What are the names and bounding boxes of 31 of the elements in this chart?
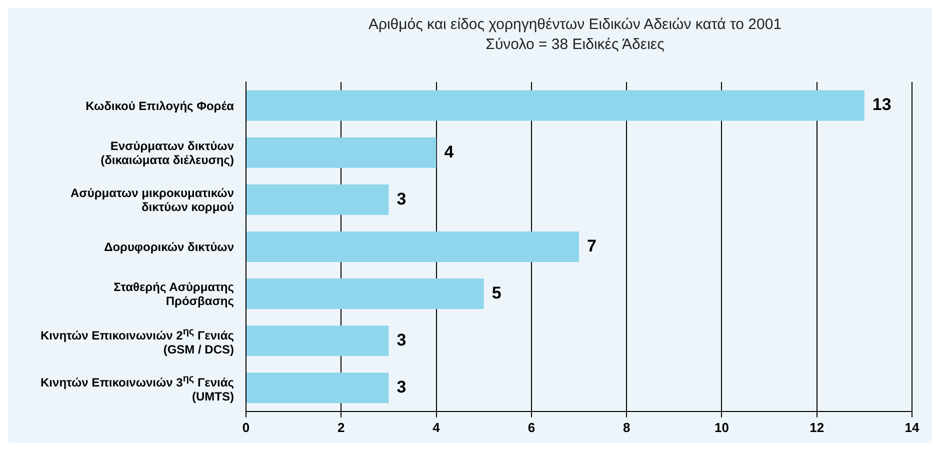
bar <box>246 372 389 404</box>
x-tick-label: 4 <box>432 420 441 435</box>
x-tick-label: 10 <box>714 420 729 435</box>
y-tick-label: Κινητών Επικοινωνιών 2$^{ης}$ Γενιάς (GSM / DCS) <box>40 325 234 356</box>
bar <box>246 90 864 121</box>
y-tick-label: Κινητών Επικοινωνιών 3$^{ης}$ Γενιάς (UMTS) <box>40 372 234 404</box>
x-tick-label: 14 <box>904 420 920 435</box>
y-tick-label: Ασύρματων μικροκυματικών δικτύων κορμού <box>70 186 234 214</box>
data-label: 4 <box>444 142 454 162</box>
chart-subtitle: Σύνολο = 38 Ειδικές Άδειες <box>486 36 664 54</box>
y-tick-label: Ενσύρματων δικτύων (δικαιώματα διέλευσης) <box>100 138 234 167</box>
chart-title: Αριθμός και είδος χορηγηθέντων Ειδικών Αδειών κατά το 2001 <box>368 16 782 34</box>
x-tick-label: 6 <box>528 420 536 435</box>
x-tick-label: 8 <box>622 420 630 435</box>
data-label: 7 <box>587 236 596 256</box>
x-tick-label: 12 <box>810 420 824 435</box>
bar <box>246 326 389 356</box>
data-label: 5 <box>492 283 502 302</box>
bar <box>246 137 436 168</box>
bar <box>246 278 484 310</box>
y-tick-label: Κωδικού Επιλογής Φορέα <box>86 98 234 113</box>
x-tick-label: 2 <box>338 420 345 435</box>
bar <box>246 231 579 262</box>
data-label: 3 <box>396 189 406 208</box>
bar <box>246 184 389 215</box>
data-label: 3 <box>396 330 406 350</box>
data-label: 3 <box>396 378 406 397</box>
y-tick-label: Σταθερής Ασύρματης Πρόσβασης <box>114 280 234 308</box>
data-label: 13 <box>872 95 892 114</box>
x-tick-label: 0 <box>242 420 250 435</box>
y-tick-label: Δορυφορικών δικτύων <box>104 240 234 254</box>
